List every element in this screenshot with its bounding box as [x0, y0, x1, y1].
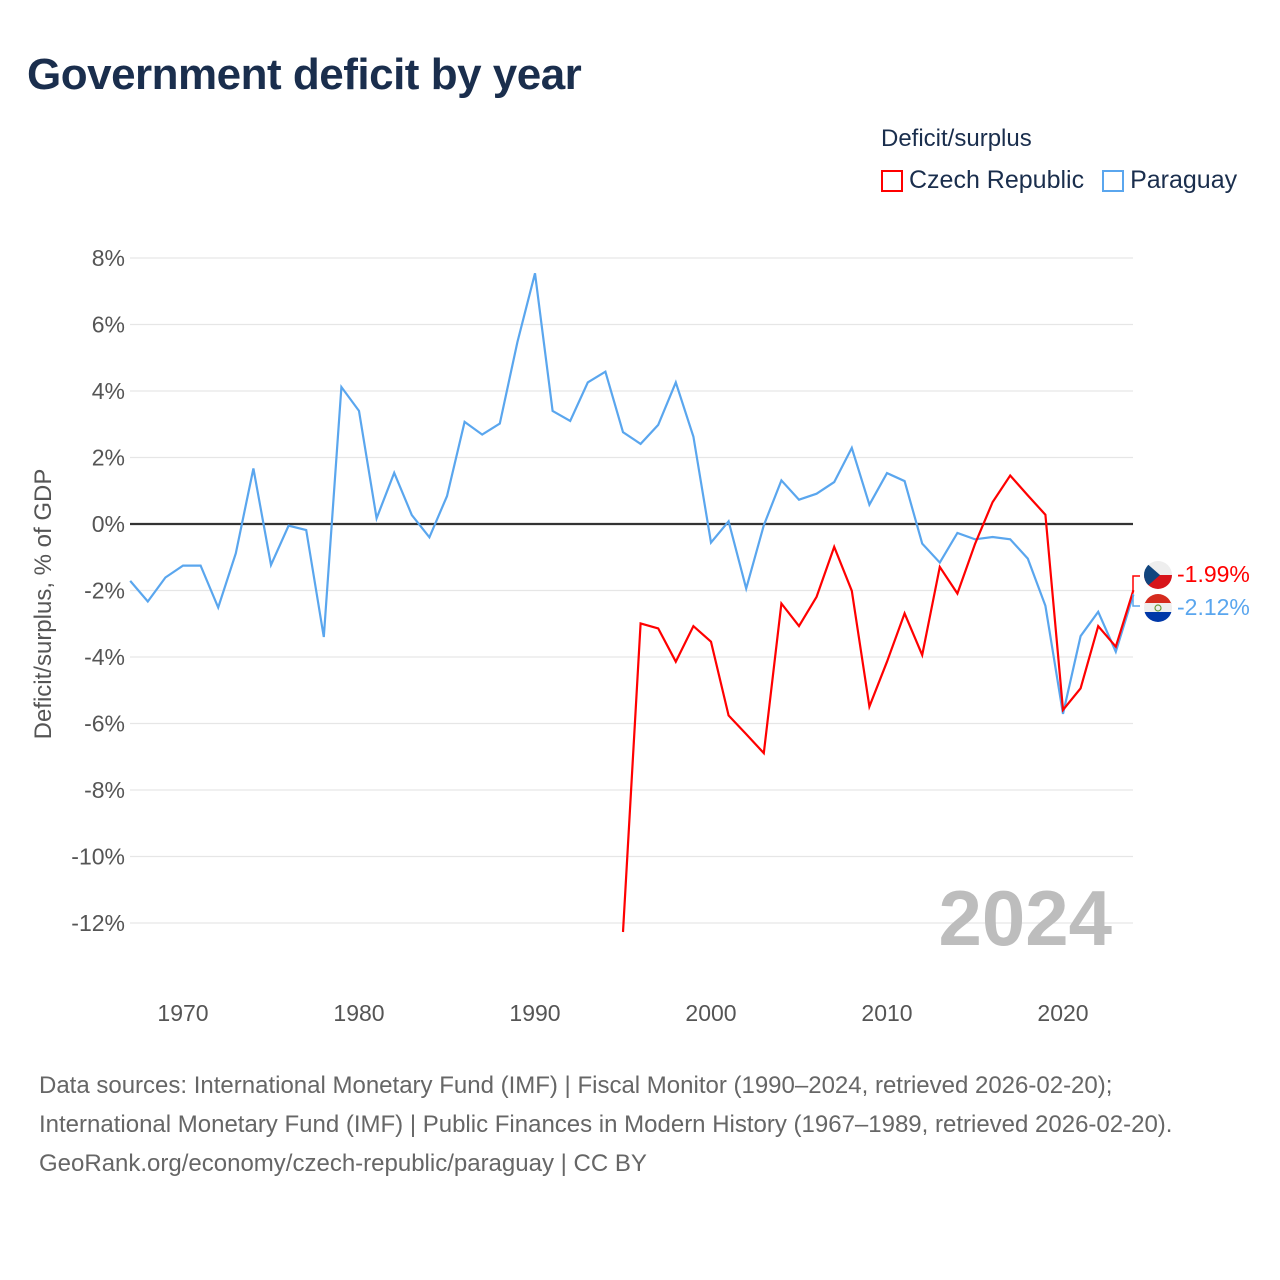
y-tick-label: 4%: [92, 378, 125, 404]
data-sources: Data sources: International Monetary Fun…: [39, 1072, 1173, 1138]
x-tick-label: 1980: [333, 1000, 384, 1026]
paraguay-flag-icon: [1144, 594, 1172, 622]
series-line-paraguay: [129, 273, 1135, 715]
y-axis-label: Deficit/surplus, % of GDP: [30, 469, 57, 740]
paraguay-leader-line: [1132, 594, 1140, 607]
y-tick-label: 0%: [92, 511, 125, 537]
legend-label: Paraguay: [1130, 166, 1238, 194]
legend-swatch-paraguay: [1102, 169, 1125, 192]
y-tick-label: -12%: [71, 910, 125, 936]
series-line-czech-republic: [621, 473, 1135, 933]
x-tick-label: 1970: [157, 1000, 208, 1026]
x-tick-label: 2000: [685, 1000, 736, 1026]
x-tick-label: 2010: [861, 1000, 912, 1026]
footer: Data sources: International Monetary Fun…: [39, 1066, 1239, 1183]
y-tick-label: 8%: [92, 245, 125, 271]
legend-swatch-czech: [881, 169, 903, 192]
y-tick-label: -4%: [84, 644, 125, 670]
y-tick-label: -2%: [84, 578, 125, 604]
czech-flag-icon: [1144, 561, 1172, 589]
paraguay-end-value: -2.12%: [1177, 594, 1250, 620]
czech-end-value: -1.99%: [1177, 561, 1250, 587]
legend-item-paraguay[interactable]: Paraguay: [1102, 166, 1237, 195]
x-tick-label: 2020: [1037, 1000, 1088, 1026]
y-tick-label: -6%: [84, 711, 125, 737]
page-title: Government deficit by year: [27, 50, 582, 99]
source-link[interactable]: GeoRank.org/economy/czech-republic/parag…: [39, 1150, 647, 1177]
y-tick-label: -8%: [84, 777, 125, 803]
y-tick-label: 2%: [92, 445, 125, 471]
czech-leader-line: [1132, 575, 1140, 592]
year-watermark: 2024: [938, 874, 1112, 962]
legend-item-czech-republic[interactable]: Czech Republic: [881, 166, 1084, 195]
line-chart: 8% 6% 4% 2% 0% -2% -4% -6% -8% -10% -12% 1970 1980 1…: [30, 245, 1250, 1026]
y-tick-label: 6%: [92, 312, 125, 338]
y-tick-label: -10%: [71, 844, 125, 870]
legend-label: Czech Republic: [909, 166, 1085, 194]
legend: Czech Republic Paraguay: [881, 166, 1237, 195]
x-tick-label: 1990: [509, 1000, 560, 1026]
legend-title: Deficit/surplus: [881, 125, 1032, 152]
